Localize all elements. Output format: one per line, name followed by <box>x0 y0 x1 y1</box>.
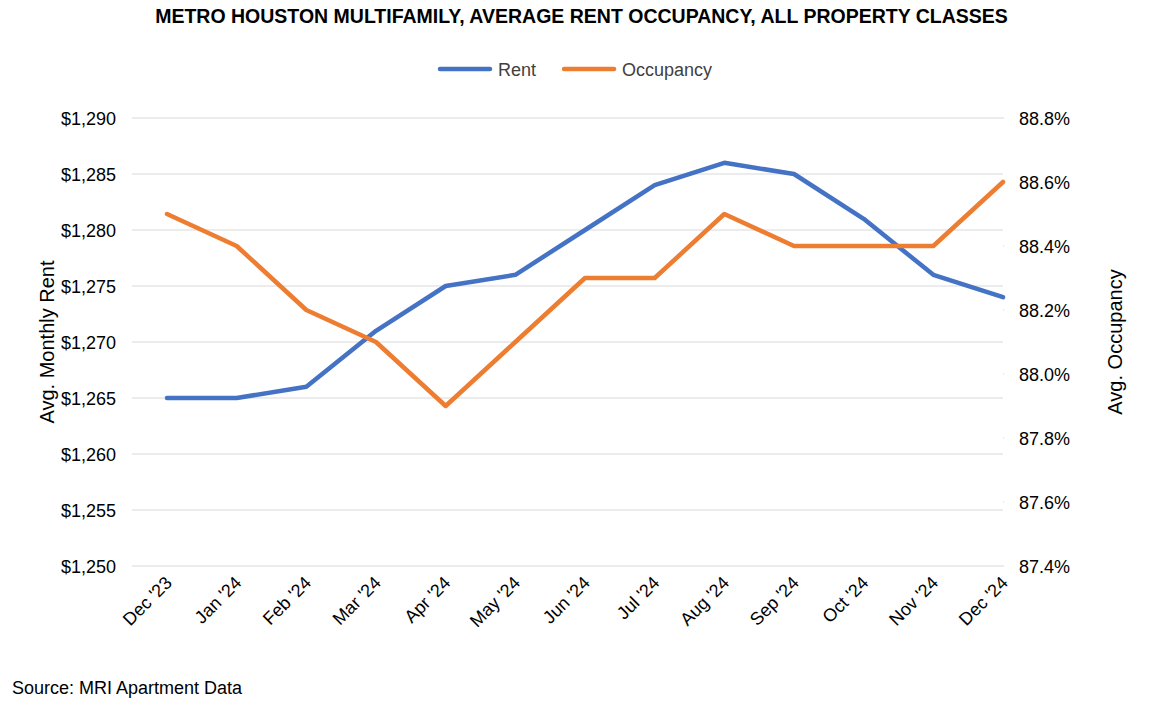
legend-label: Occupancy <box>622 60 712 80</box>
y-tick-label: $1,280 <box>61 221 116 241</box>
y-tick-label: $1,255 <box>61 501 116 521</box>
y2-tick <box>1003 374 1004 375</box>
line-1 <box>167 182 1003 406</box>
x-tick-label: Feb '24 <box>259 573 315 629</box>
x-tick-label: Dec '24 <box>955 573 1012 630</box>
y2-tick-label: 88.4% <box>1019 237 1070 257</box>
y-tick-label: $1,275 <box>61 277 116 297</box>
grid-line <box>132 174 1003 175</box>
grid <box>132 118 1004 566</box>
y2-tick-label: 88.6% <box>1019 173 1070 193</box>
legend-swatch <box>564 67 614 72</box>
grid-line <box>132 118 1003 119</box>
title: METRO HOUSTON MULTIFAMILY, AVERAGE RENT … <box>155 5 1008 27</box>
legend-swatch <box>440 67 490 72</box>
y-tick-label: $1,285 <box>61 165 116 185</box>
x-tick-label: Oct '24 <box>818 573 872 627</box>
y2-tick-label: 88.8% <box>1019 109 1070 129</box>
grid-line <box>132 510 1003 511</box>
x-tick-label: May '24 <box>466 573 524 631</box>
x-tick-label: Nov '24 <box>885 573 942 630</box>
y2-axis-title: Avg. Occupancy <box>1104 269 1126 414</box>
x-tick-label: Jul '24 <box>613 573 664 624</box>
grid-line <box>132 286 1003 287</box>
y2-tick <box>1003 566 1004 567</box>
y2-tick <box>1003 246 1004 247</box>
y2-tick <box>1003 310 1004 311</box>
grid-line <box>132 342 1003 343</box>
x-tick-label: Dec '23 <box>119 573 176 630</box>
y-tick-label: $1,265 <box>61 389 116 409</box>
grid-line <box>132 454 1003 455</box>
chart: METRO HOUSTON MULTIFAMILY, AVERAGE RENT … <box>0 0 1163 707</box>
x-tick-label: Jan '24 <box>191 573 246 628</box>
legend: Rent Occupancy <box>440 60 712 80</box>
grid-line <box>132 398 1003 399</box>
y2-tick-label: 88.0% <box>1019 365 1070 385</box>
x-tick-label: Aug '24 <box>676 573 733 630</box>
legend-label: Rent <box>498 60 536 80</box>
y2-tick <box>1003 502 1004 503</box>
x-tick-label: Sep '24 <box>746 573 803 630</box>
y2-tick <box>1003 118 1004 119</box>
grid-line <box>132 566 1003 567</box>
y2-tick-label: 87.6% <box>1019 493 1070 513</box>
x-tick-label: Mar '24 <box>329 573 385 629</box>
x-tick-label: Apr '24 <box>400 573 454 627</box>
y-tick-label: $1,250 <box>61 557 116 577</box>
x-tick-label: Jun '24 <box>539 573 594 628</box>
y-tick-label: $1,260 <box>61 445 116 465</box>
y2-tick <box>1003 438 1004 439</box>
y-axis-title: Avg. Monthly Rent <box>36 260 58 423</box>
series-lines <box>167 163 1003 406</box>
y-tick-label: $1,270 <box>61 333 116 353</box>
background <box>0 0 1163 707</box>
y2-tick-label: 87.8% <box>1019 429 1070 449</box>
y2-tick-label: 88.2% <box>1019 301 1070 321</box>
y2-tick-label: 87.4% <box>1019 557 1070 577</box>
y-tick-label: $1,290 <box>61 109 116 129</box>
source: Source: MRI Apartment Data <box>12 678 243 698</box>
grid-line <box>132 230 1003 231</box>
